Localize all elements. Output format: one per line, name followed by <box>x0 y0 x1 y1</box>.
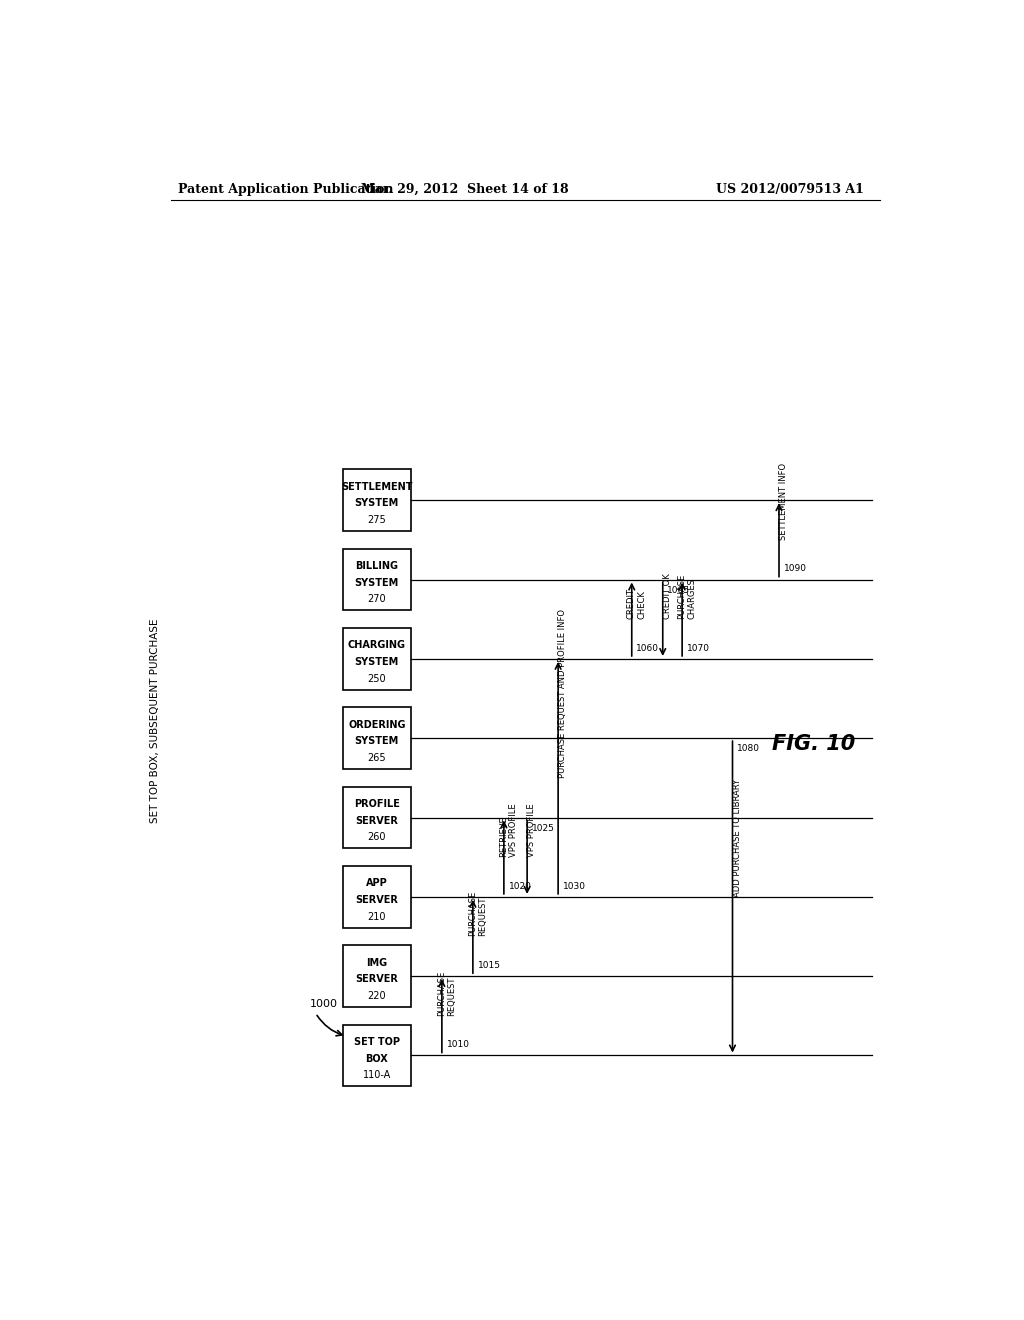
Text: 1000: 1000 <box>310 999 338 1010</box>
Text: 275: 275 <box>368 515 386 525</box>
Text: APP: APP <box>366 878 388 888</box>
FancyBboxPatch shape <box>343 470 411 531</box>
Text: ORDERING: ORDERING <box>348 719 406 730</box>
Text: SETTLEMENT: SETTLEMENT <box>341 482 413 492</box>
Text: SYSTEM: SYSTEM <box>354 578 399 587</box>
FancyBboxPatch shape <box>343 787 411 849</box>
Text: PURCHASE
CHARGES: PURCHASE CHARGES <box>677 574 696 619</box>
Text: VPS PROFILE: VPS PROFILE <box>527 804 537 857</box>
Text: SYSTEM: SYSTEM <box>354 657 399 667</box>
Text: SET TOP BOX, SUBSEQUENT PURCHASE: SET TOP BOX, SUBSEQUENT PURCHASE <box>151 618 160 822</box>
Text: 250: 250 <box>368 673 386 684</box>
Text: IMG: IMG <box>367 957 387 968</box>
Text: FIG. 10: FIG. 10 <box>772 734 855 754</box>
Text: 110-A: 110-A <box>362 1071 391 1080</box>
Text: 1080: 1080 <box>737 744 760 754</box>
Text: SERVER: SERVER <box>355 816 398 825</box>
Text: BOX: BOX <box>366 1053 388 1064</box>
Text: SERVER: SERVER <box>355 974 398 985</box>
Text: 1025: 1025 <box>531 824 555 833</box>
Text: Patent Application Publication: Patent Application Publication <box>178 183 394 197</box>
Text: 1065: 1065 <box>668 586 690 595</box>
Text: 1020: 1020 <box>509 882 531 891</box>
Text: CREDIT
CHECK: CREDIT CHECK <box>627 589 646 619</box>
Text: CHARGING: CHARGING <box>348 640 406 651</box>
FancyBboxPatch shape <box>343 628 411 689</box>
Text: CREDIT OK: CREDIT OK <box>663 573 672 619</box>
FancyBboxPatch shape <box>343 708 411 770</box>
Text: SERVER: SERVER <box>355 895 398 906</box>
Text: Mar. 29, 2012  Sheet 14 of 18: Mar. 29, 2012 Sheet 14 of 18 <box>361 183 569 197</box>
Text: 1070: 1070 <box>687 644 710 653</box>
Text: 1015: 1015 <box>477 961 501 970</box>
Text: 270: 270 <box>368 594 386 605</box>
Text: SET TOP: SET TOP <box>353 1038 399 1047</box>
Text: 220: 220 <box>368 991 386 1001</box>
FancyBboxPatch shape <box>343 1024 411 1086</box>
Text: 210: 210 <box>368 912 386 921</box>
Text: PURCHASE
REQUEST: PURCHASE REQUEST <box>468 891 487 936</box>
Text: PROFILE: PROFILE <box>354 799 399 809</box>
Text: 1090: 1090 <box>783 565 807 573</box>
Text: PURCHASE REQUEST AND PROFILE INFO: PURCHASE REQUEST AND PROFILE INFO <box>558 609 567 777</box>
Text: SYSTEM: SYSTEM <box>354 737 399 746</box>
FancyBboxPatch shape <box>343 549 411 610</box>
Text: 1010: 1010 <box>446 1040 470 1049</box>
Text: US 2012/0079513 A1: US 2012/0079513 A1 <box>717 183 864 197</box>
Text: 260: 260 <box>368 832 386 842</box>
Text: 265: 265 <box>368 752 386 763</box>
Text: BILLING: BILLING <box>355 561 398 572</box>
Text: 1060: 1060 <box>636 644 659 653</box>
Text: 1030: 1030 <box>563 882 586 891</box>
Text: PURCHASE
REQUEST: PURCHASE REQUEST <box>437 970 457 1016</box>
Text: RETRIEVE
VPS PROFILE: RETRIEVE VPS PROFILE <box>499 804 518 857</box>
Text: ADD PURCHASE TO LIBRARY: ADD PURCHASE TO LIBRARY <box>732 779 741 896</box>
Text: SYSTEM: SYSTEM <box>354 499 399 508</box>
FancyBboxPatch shape <box>343 866 411 928</box>
Text: SETTLEMENT INFO: SETTLEMENT INFO <box>779 463 788 540</box>
FancyBboxPatch shape <box>343 945 411 1007</box>
